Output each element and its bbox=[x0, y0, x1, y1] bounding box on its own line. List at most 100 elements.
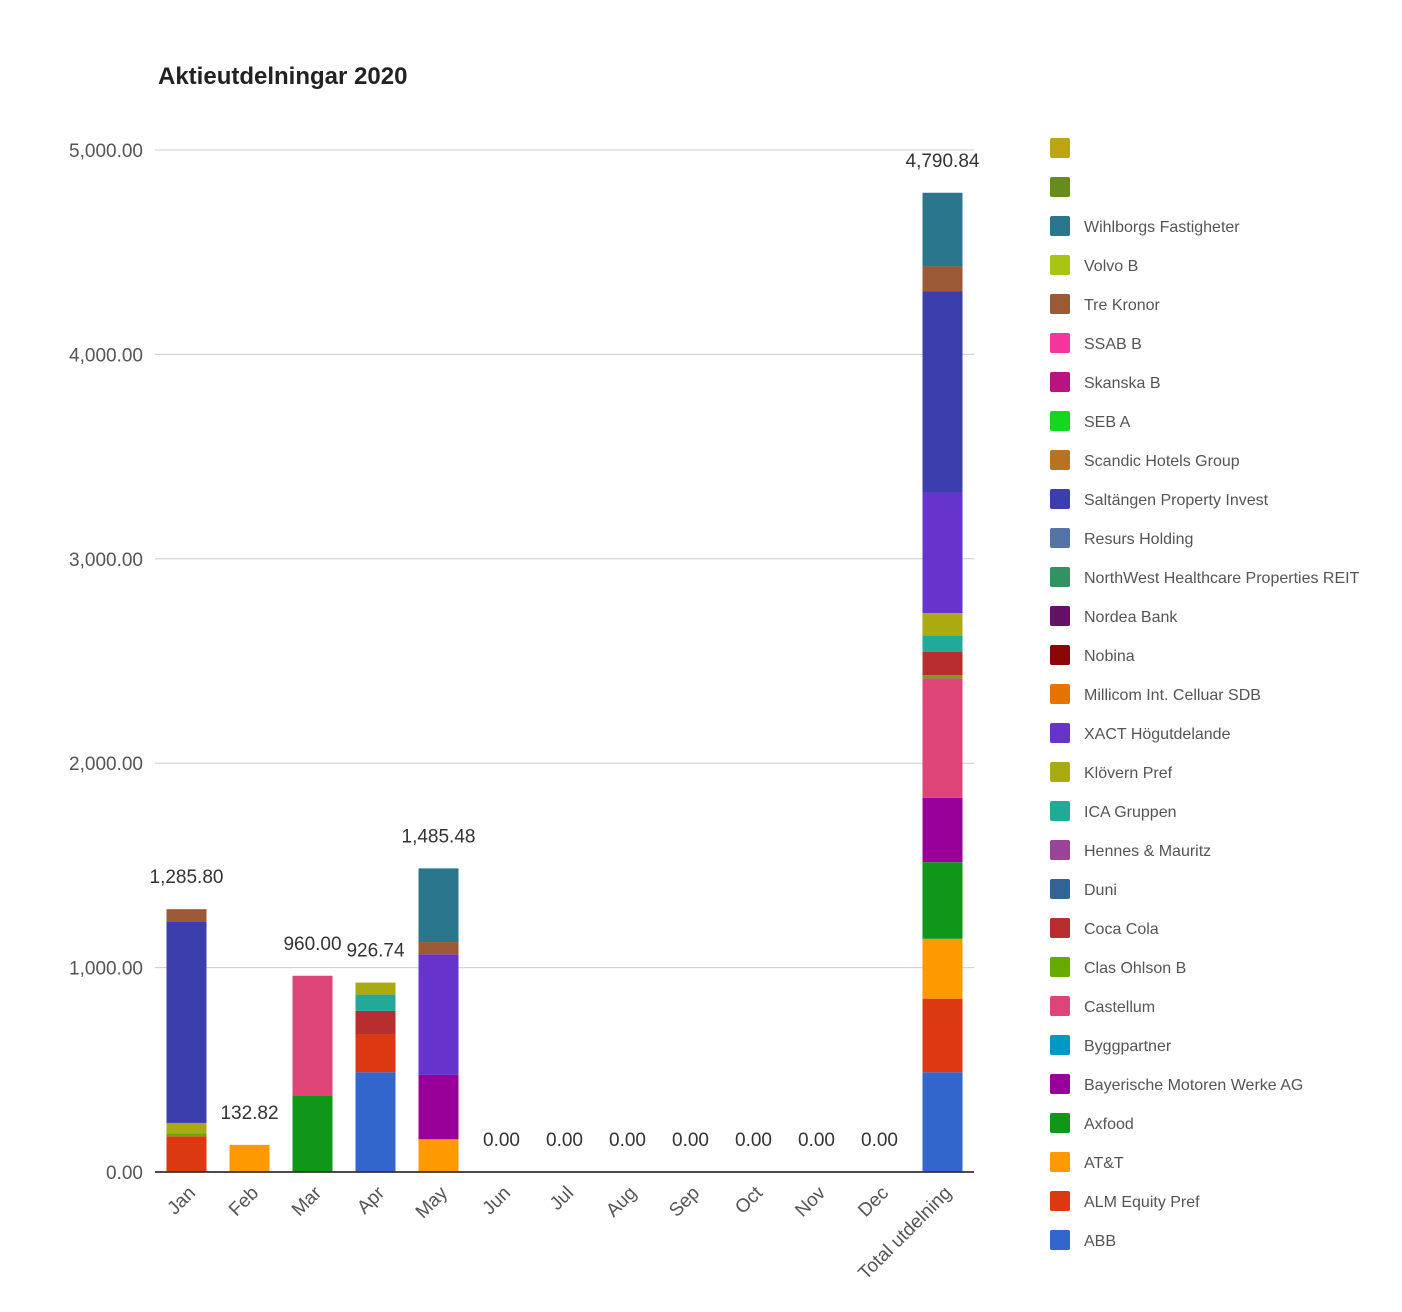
legend-label: Axfood bbox=[1084, 1116, 1134, 1133]
x-tick-label: Mar bbox=[288, 1182, 326, 1220]
legend-label: Nordea Bank bbox=[1084, 609, 1178, 626]
bar-segment bbox=[166, 1122, 207, 1134]
x-tick-label: Oct bbox=[731, 1182, 767, 1218]
legend-swatch bbox=[1050, 1074, 1070, 1094]
bar-segment bbox=[418, 1074, 459, 1140]
legend-label: Wihlborgs Fastigheter bbox=[1084, 219, 1240, 236]
legend-swatch bbox=[1050, 918, 1070, 938]
legend-item: Clas Ohlson B bbox=[1050, 957, 1186, 977]
x-tick-label: May bbox=[412, 1182, 453, 1223]
bar-segment bbox=[229, 1144, 270, 1172]
legend-item: Byggpartner bbox=[1050, 1035, 1172, 1055]
legend-label: Skanska B bbox=[1084, 375, 1160, 392]
bar-segment bbox=[292, 1095, 333, 1172]
legend-item: ABB bbox=[1050, 1230, 1116, 1250]
legend-item: ICA Gruppen bbox=[1050, 801, 1177, 821]
legend-swatch bbox=[1050, 450, 1070, 470]
legend-swatch bbox=[1050, 489, 1070, 509]
legend-label: Millicom Int. Celluar SDB bbox=[1084, 687, 1261, 704]
legend-item: Klövern Pref bbox=[1050, 762, 1173, 782]
legend-swatch bbox=[1050, 801, 1070, 821]
bar-segment bbox=[922, 675, 963, 679]
total-label: 4,790.84 bbox=[906, 151, 980, 172]
legend-item: AT&T bbox=[1050, 1152, 1124, 1172]
bar-segment bbox=[292, 975, 333, 1096]
legend-swatch bbox=[1050, 996, 1070, 1016]
legend-label: Bayerische Motoren Werke AG bbox=[1084, 1077, 1303, 1094]
legend-label: ICA Gruppen bbox=[1084, 804, 1177, 821]
y-tick-label: 3,000.00 bbox=[69, 550, 143, 571]
legend-swatch bbox=[1050, 606, 1070, 626]
x-tick-label: Jul bbox=[546, 1183, 578, 1215]
bar-segment bbox=[166, 921, 207, 1123]
bar-segment bbox=[418, 954, 459, 1075]
legend-label: Coca Cola bbox=[1084, 921, 1159, 938]
bar-segment bbox=[355, 982, 396, 995]
legend-label: Clas Ohlson B bbox=[1084, 960, 1186, 977]
total-label: 0.00 bbox=[861, 1130, 898, 1151]
total-label: 0.00 bbox=[609, 1130, 646, 1151]
total-label: 0.00 bbox=[672, 1130, 709, 1151]
legend-item: XACT Högutdelande bbox=[1050, 723, 1231, 743]
legend-swatch bbox=[1050, 645, 1070, 665]
bar-segment bbox=[922, 492, 963, 614]
total-label: 0.00 bbox=[735, 1130, 772, 1151]
legend-swatch bbox=[1050, 138, 1070, 158]
x-tick-label: Jan bbox=[164, 1183, 201, 1220]
legend-label: Hennes & Mauritz bbox=[1084, 843, 1211, 860]
legend-swatch bbox=[1050, 177, 1070, 197]
legend-label: SSAB B bbox=[1084, 336, 1142, 353]
legend-label: Saltängen Property Invest bbox=[1084, 492, 1269, 509]
x-tick-label: Dec bbox=[854, 1183, 893, 1222]
bar-segment bbox=[922, 291, 963, 493]
legend-label: Nobina bbox=[1084, 648, 1135, 665]
bar-segment bbox=[355, 1034, 396, 1073]
legend-swatch bbox=[1050, 684, 1070, 704]
total-labels: 1,285.80 132.82 960.00 926.74 1,485.48 0.00 0.… bbox=[150, 151, 980, 1151]
legend-item bbox=[1050, 138, 1070, 158]
legend-label: Tre Kronor bbox=[1084, 297, 1161, 314]
total-label: 1,485.48 bbox=[402, 826, 476, 847]
legend-item: Resurs Holding bbox=[1050, 528, 1193, 548]
legend-swatch bbox=[1050, 1152, 1070, 1172]
bar-segment bbox=[166, 1133, 207, 1137]
legend-item: Volvo B bbox=[1050, 255, 1138, 275]
bar-segment bbox=[922, 678, 963, 798]
chart-title: Aktieutdelningar 2020 bbox=[158, 63, 407, 90]
legend-item bbox=[1050, 177, 1070, 197]
legend-swatch bbox=[1050, 879, 1070, 899]
bar-segment bbox=[922, 998, 963, 1073]
legend-item: SSAB B bbox=[1050, 333, 1142, 353]
bar-segment bbox=[922, 797, 963, 863]
legend-item: Nordea Bank bbox=[1050, 606, 1178, 626]
legend-item: Saltängen Property Invest bbox=[1050, 489, 1269, 509]
legend-label: Castellum bbox=[1084, 999, 1155, 1016]
total-label: 0.00 bbox=[798, 1130, 835, 1151]
legend-item: Castellum bbox=[1050, 996, 1155, 1016]
legend-item: Duni bbox=[1050, 879, 1117, 899]
legend-item: ALM Equity Pref bbox=[1050, 1191, 1200, 1211]
legend-label: Byggpartner bbox=[1084, 1038, 1172, 1055]
legend-item: NorthWest Healthcare Properties REIT bbox=[1050, 567, 1360, 587]
legend-item: Coca Cola bbox=[1050, 918, 1159, 938]
legend-swatch bbox=[1050, 255, 1070, 275]
legend-item: Scandic Hotels Group bbox=[1050, 450, 1240, 470]
bar-segment bbox=[355, 1072, 396, 1172]
bar-segment bbox=[922, 266, 963, 292]
legend-swatch bbox=[1050, 411, 1070, 431]
total-label: 0.00 bbox=[546, 1130, 583, 1151]
legend-label: Resurs Holding bbox=[1084, 531, 1193, 548]
bar-segment bbox=[418, 942, 459, 955]
total-label: 132.82 bbox=[220, 1103, 278, 1124]
total-label: 926.74 bbox=[346, 941, 405, 962]
legend-item: Millicom Int. Celluar SDB bbox=[1050, 684, 1261, 704]
legend-item: Hennes & Mauritz bbox=[1050, 840, 1211, 860]
total-label: 1,285.80 bbox=[150, 867, 224, 888]
legend-label: NorthWest Healthcare Properties REIT bbox=[1084, 570, 1360, 587]
bar-segment bbox=[355, 1010, 396, 1035]
bar-segment bbox=[418, 1139, 459, 1172]
y-tick-label: 1,000.00 bbox=[69, 959, 143, 980]
legend-swatch bbox=[1050, 1191, 1070, 1211]
legend-swatch bbox=[1050, 567, 1070, 587]
